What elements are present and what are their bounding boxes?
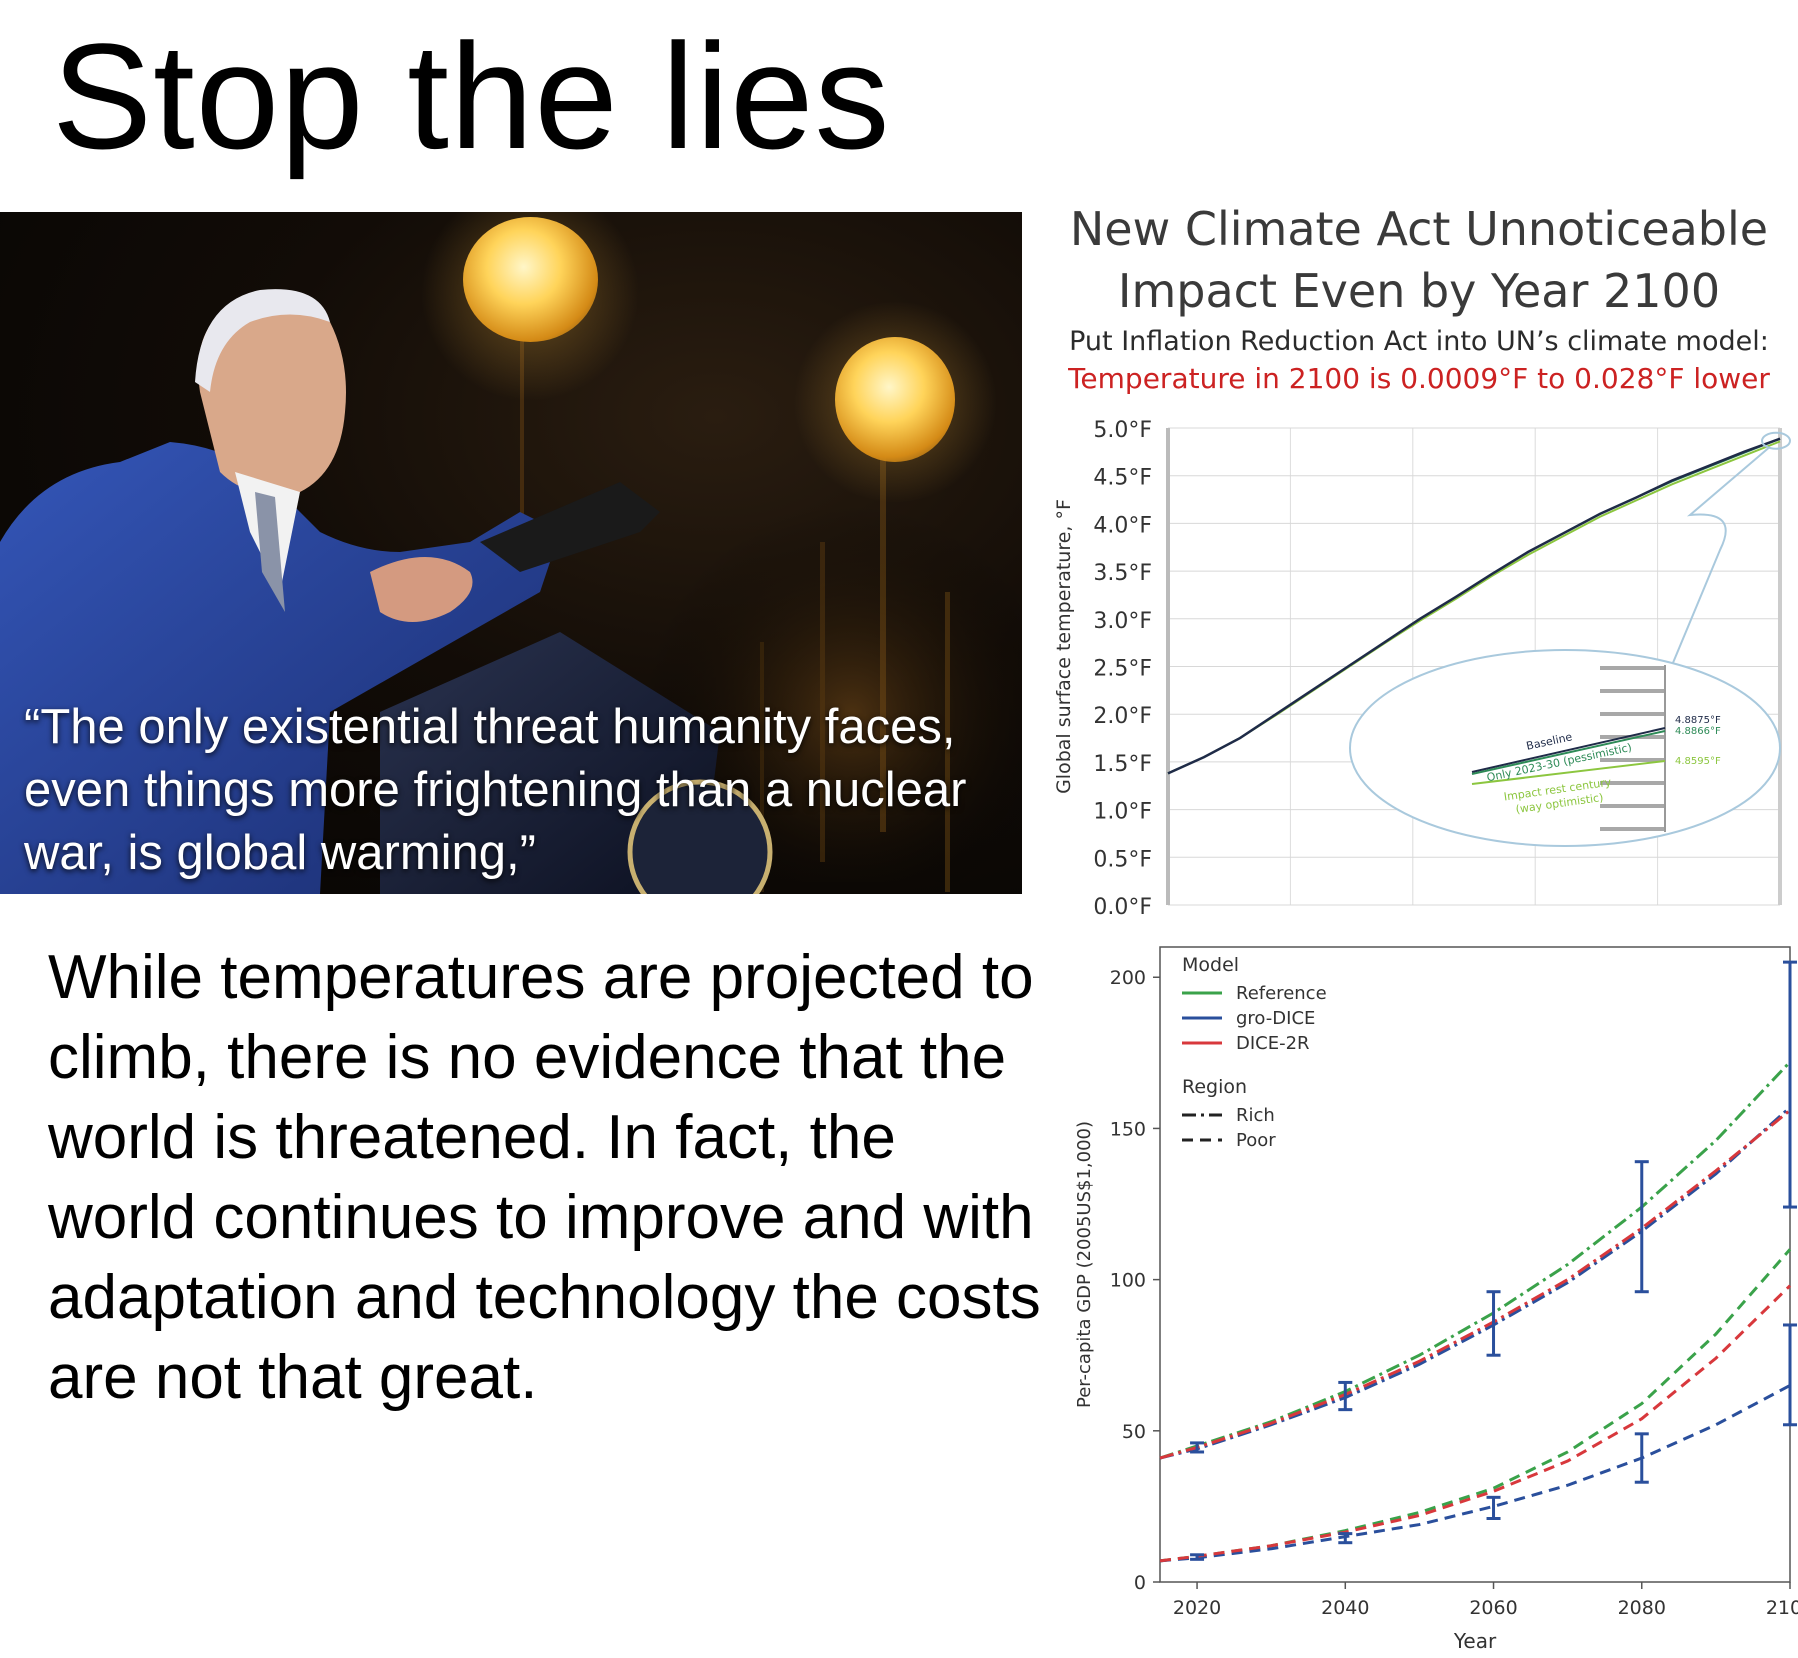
- chart2-error-bar: [1190, 1441, 1205, 1454]
- speaker-photo: “The only existential threat humanity fa…: [0, 212, 1022, 894]
- chart2-error-bar: [1190, 1553, 1205, 1561]
- chart2-legend: Model Reference gro-DICE DICE-2R Region Rich P…: [1182, 954, 1327, 1151]
- chart1-subtitle: Put Inflation Reduction Act into UN’s cl…: [1069, 326, 1769, 357]
- chart2-series-DICE-2R-Rich: [1159, 1109, 1791, 1460]
- photo-quote: “The only existential threat humanity fa…: [24, 700, 967, 880]
- chart1-ytick-label: 5.0°F: [1093, 418, 1152, 443]
- lantern-right: [835, 337, 955, 462]
- chart1-ytick-label: 1.5°F: [1093, 752, 1152, 777]
- chart2-error-bar: [1486, 1290, 1501, 1357]
- chart2-error-bar: [1634, 1160, 1649, 1294]
- chart2-error-bar: [1634, 1432, 1649, 1484]
- chart2-legend-region-title: Region: [1182, 1076, 1247, 1098]
- chart2-error-bar: [1783, 1323, 1797, 1427]
- chart1-ytick-label: 2.0°F: [1093, 704, 1152, 729]
- chart1-title: New Climate Act Unnoticeable Impact Even…: [1069, 202, 1769, 318]
- chart2-legend-model-title: Model: [1182, 954, 1239, 976]
- chart2-xtick-label: 2100: [1766, 1597, 1798, 1619]
- lantern-left: [463, 217, 598, 342]
- chart1-ytick-label: 4.5°F: [1093, 466, 1152, 491]
- chart1-ytick-label: 0.5°F: [1093, 847, 1152, 872]
- chart2-xtick-label: 2020: [1173, 1597, 1221, 1619]
- chart1-inset-baseline: [1471, 727, 1666, 773]
- chart2-xtick-label: 2060: [1469, 1597, 1517, 1619]
- chart2-xlabel: Year: [1453, 1629, 1497, 1653]
- chart1-inset-value-optimistic: 4.8595°F: [1675, 756, 1721, 767]
- chart2-series-DICE-2R-Poor: [1159, 1284, 1792, 1563]
- chart1-callout-line: [1669, 445, 1771, 671]
- chart1-series-line-0: [1167, 437, 1781, 775]
- chart2-series-Reference-Rich: [1159, 1060, 1792, 1460]
- chart2-legend-entry: DICE-2R: [1236, 1033, 1310, 1054]
- chart2-ytick-label: 200: [1110, 967, 1146, 989]
- chart1-inset-ellipse: [1349, 649, 1781, 847]
- chart2-xtick-label: 2080: [1618, 1597, 1666, 1619]
- chart1-ytick-label: 3.5°F: [1093, 561, 1152, 586]
- chart2-legend-entry: Reference: [1236, 983, 1327, 1004]
- chart2-ytick-label: 150: [1110, 1118, 1146, 1140]
- chart1-ylabel: Global surface temperature, °F: [1053, 499, 1075, 794]
- chart2-ytick-label: 50: [1122, 1421, 1146, 1443]
- chart2-error-bar: [1338, 1532, 1353, 1545]
- chart1-inset-optimistic: [1471, 760, 1666, 785]
- chart2-xtick-label: 2040: [1321, 1597, 1369, 1619]
- chart2-series-gro-DICE-Poor: [1159, 1384, 1791, 1563]
- chart2-series-gro-DICE-Rich: [1159, 1106, 1792, 1460]
- chart2-error-bar: [1338, 1380, 1353, 1412]
- chart2-ytick-label: 100: [1110, 1270, 1146, 1292]
- chart1-inset-value-baseline: 4.8875°F: [1675, 715, 1721, 726]
- chart2-frame: [1159, 946, 1791, 1583]
- chart2-error-bar: [1783, 960, 1797, 1209]
- chart1-ytick-label: 3.0°F: [1093, 609, 1152, 634]
- chart2-series-Reference-Poor: [1159, 1248, 1792, 1563]
- gdp-chart: 0 50 100 150 200 2020 2040 2060 2080 2100 Year Per-…: [1074, 946, 1798, 1653]
- chart1-ytick-label: 2.5°F: [1093, 657, 1152, 682]
- temperature-chart: 0.0°F 0.5°F 1.0°F 1.5°F 2.0°F 2.5°F 3.0°F 3.5°F…: [1053, 418, 1791, 920]
- chart1-ytick-label: 1.0°F: [1093, 800, 1152, 825]
- chart2-ylabel: Per-capita GDP (2005US$1,000): [1074, 1121, 1095, 1408]
- chart2-legend-entry: Poor: [1236, 1130, 1276, 1151]
- chart2-legend-entry: Rich: [1236, 1105, 1275, 1126]
- chart1-inset-pessimistic: [1471, 730, 1666, 775]
- chart2-error-bar: [1486, 1495, 1501, 1520]
- photo-scene: [0, 289, 1020, 894]
- chart1-ytick-label: 0.0°F: [1093, 895, 1152, 920]
- chart2-legend-entry: gro-DICE: [1236, 1008, 1315, 1029]
- headline: Stop the lies: [52, 12, 891, 180]
- chart1-annotation-red: Temperature in 2100 is 0.0009°F to 0.028…: [1068, 362, 1770, 395]
- chart1-inset-value-pessimistic: 4.8866°F: [1675, 726, 1721, 737]
- chart1-ytick-label: 4.0°F: [1093, 513, 1152, 538]
- chart1-callout-ring: [1761, 431, 1791, 450]
- body-paragraph: While temperatures are projected to clim…: [48, 943, 1041, 1412]
- chart2-ytick-label: 0: [1134, 1572, 1146, 1594]
